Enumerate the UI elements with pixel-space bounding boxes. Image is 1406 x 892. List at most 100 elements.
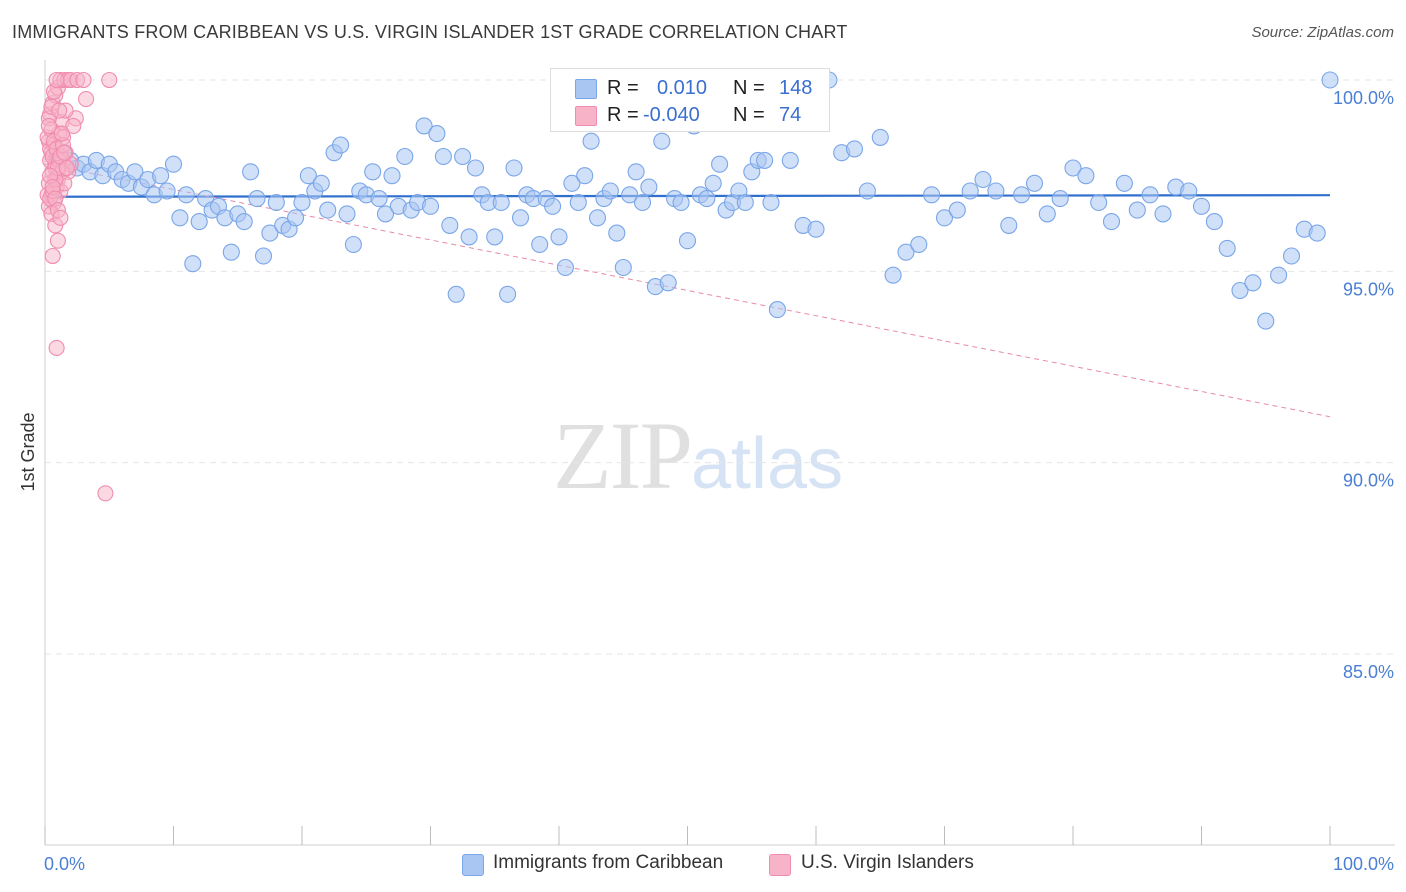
point-caribbean [672, 193, 690, 212]
point-caribbean [588, 209, 607, 227]
x-tick-label: 100.0% [1333, 854, 1394, 874]
point-caribbean [621, 186, 639, 204]
point-caribbean [177, 186, 195, 204]
point-virgin-islanders [97, 485, 114, 502]
point-caribbean [1244, 274, 1262, 292]
legend-swatch-caribbean [462, 854, 484, 876]
point-caribbean [531, 235, 549, 254]
point-caribbean [1205, 213, 1223, 231]
point-caribbean [164, 155, 183, 173]
point-caribbean [961, 182, 979, 200]
point-caribbean [781, 151, 799, 169]
point-caribbean [1038, 205, 1056, 223]
watermark-zip: ZIP [553, 402, 693, 509]
point-caribbean [254, 247, 273, 265]
point-caribbean [974, 170, 992, 189]
point-virgin-islanders [58, 159, 75, 177]
point-caribbean [923, 186, 941, 204]
point-caribbean [486, 228, 504, 246]
point-caribbean [235, 213, 253, 231]
point-caribbean [711, 155, 729, 173]
point-caribbean [1077, 167, 1095, 185]
point-caribbean [184, 255, 202, 273]
n-value: 148 [779, 77, 813, 99]
point-caribbean [171, 209, 189, 227]
point-caribbean [569, 193, 587, 212]
point-caribbean [653, 132, 671, 150]
point-caribbean [460, 228, 478, 246]
watermark-atlas: atlas [691, 424, 844, 504]
point-caribbean [364, 163, 382, 181]
point-caribbean [576, 167, 594, 185]
x-tick-label: 0.0% [44, 854, 85, 874]
point-virgin-islanders [65, 117, 82, 134]
legend-swatch-virgin-islanders [769, 854, 791, 876]
r-label: R = [607, 104, 639, 126]
point-caribbean [293, 193, 311, 212]
point-caribbean [640, 178, 658, 196]
source-credit: Source: ZipAtlas.com [1251, 24, 1394, 41]
point-virgin-islanders [53, 125, 70, 142]
stats-swatch-virgin-islanders [575, 106, 597, 126]
point-caribbean [190, 213, 208, 231]
point-caribbean [556, 258, 574, 277]
stats-row-caribbean: R = 0.010 N = 148 [551, 75, 829, 101]
point-caribbean [627, 163, 645, 181]
point-virgin-islanders [51, 102, 68, 119]
point-caribbean [698, 190, 716, 208]
point-caribbean [1308, 224, 1326, 242]
point-caribbean [152, 167, 170, 185]
point-caribbean [756, 151, 774, 169]
point-caribbean [1064, 159, 1082, 177]
y-tick-label: 90.0% [1343, 471, 1394, 491]
point-caribbean [1180, 182, 1198, 200]
point-virgin-islanders [78, 91, 95, 108]
stats-row-virgin-islanders: R = -0.040 N = 74 [551, 102, 829, 128]
point-caribbean [935, 209, 954, 227]
point-caribbean [447, 285, 465, 303]
point-caribbean [421, 197, 440, 215]
point-caribbean [1115, 174, 1133, 192]
point-virgin-islanders [56, 144, 73, 161]
point-caribbean [1000, 216, 1018, 234]
point-caribbean [441, 216, 459, 234]
point-caribbean [1282, 247, 1301, 265]
data-points [39, 71, 1339, 502]
y-tick-label: 85.0% [1343, 662, 1394, 682]
point-caribbean [428, 125, 446, 143]
stats-box: R = 0.010 N = 148 R = -0.040 N = 74 [550, 68, 830, 132]
point-caribbean [396, 147, 414, 166]
stats-swatch-caribbean [575, 79, 597, 99]
point-virgin-islanders [48, 71, 65, 89]
point-caribbean [261, 224, 279, 242]
point-caribbean [1141, 186, 1159, 204]
point-caribbean [1025, 174, 1044, 192]
point-caribbean [383, 167, 401, 185]
point-caribbean [987, 182, 1005, 200]
point-virgin-islanders [52, 209, 69, 226]
n-label: N = [733, 77, 765, 99]
point-caribbean [1270, 266, 1288, 284]
point-virgin-islanders [49, 232, 66, 249]
point-caribbean [126, 163, 144, 181]
r-value: 0.010 [657, 77, 708, 99]
point-caribbean [158, 182, 176, 200]
point-caribbean [344, 235, 362, 254]
point-caribbean [267, 193, 285, 212]
point-caribbean [659, 274, 677, 292]
point-caribbean [678, 232, 697, 250]
point-caribbean [1321, 71, 1339, 89]
point-caribbean [1257, 312, 1275, 330]
point-caribbean [563, 174, 581, 192]
point-caribbean [614, 258, 632, 277]
point-caribbean [1218, 239, 1236, 257]
legend: Immigrants from Caribbean U.S. Virgin Is… [0, 846, 1406, 882]
point-caribbean [415, 117, 433, 135]
n-label: N = [733, 104, 765, 126]
point-caribbean [1013, 186, 1031, 204]
point-caribbean [248, 190, 266, 208]
point-caribbean [376, 205, 395, 223]
point-caribbean [871, 128, 889, 146]
point-caribbean [897, 243, 915, 261]
